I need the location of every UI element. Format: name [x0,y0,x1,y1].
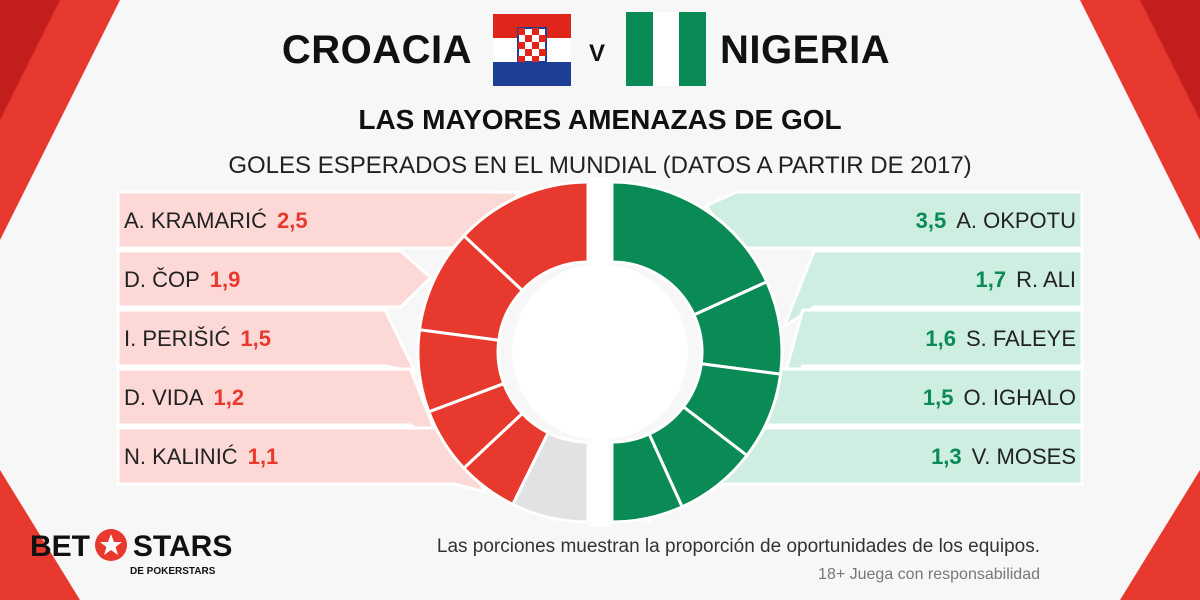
nigeria-player-name-0: A. OKPOTU [956,208,1076,233]
nigeria-flag-icon [626,12,706,86]
nigeria-player-value-3: 1,5 [923,385,954,410]
right-band-1 [780,249,1084,331]
corner-red-dark-top-right [1140,0,1200,120]
nigeria-player-value-2: 1,6 [925,326,956,351]
left-band-4 [116,426,488,495]
croatia-player-value-3: 1,2 [213,385,244,410]
chart-title: LAS MAYORES AMENAZAS DE GOL [358,104,842,135]
betstars-logo: BET STARS DE POKERSTARS [30,528,233,577]
team-left-name: CROACIA [281,28,472,72]
croatia-player-value-2: 1,5 [240,326,271,351]
croatia-player-value-0: 2,5 [277,208,308,233]
croatia-player-name-1: D. ČOP [124,267,200,292]
nigeria-player-value-4: 1,3 [931,444,962,469]
corner-red-bottom-right [1120,470,1200,600]
nigeria-player-value-0: 3,5 [916,208,947,233]
corner-red-bottom-left [0,470,80,600]
croatia-player-value-1: 1,9 [210,267,241,292]
left-band-1 [116,249,433,309]
player-labels: A. KRAMARIĆ 2,5 D. ČOP 1,9 I. PERIŠIĆ 1,5 D. V… [124,208,1076,469]
croatia-player-name-3: D. VIDA [124,385,204,410]
chart-subtitle: GOLES ESPERADOS EN EL MUNDIAL (DATOS A P… [228,152,972,179]
croatia-player-name-4: N. KALINIĆ [124,444,238,469]
nigeria-player-name-1: R. ALI [1016,267,1076,292]
logo-bet-text: BET [30,530,90,563]
logo-subtitle: DE POKERSTARS [130,566,216,577]
donut-split-gap [590,177,610,527]
croatia-flag-icon [493,14,571,86]
nigeria-player-value-1: 1,7 [975,267,1006,292]
donut-slices [416,177,784,527]
croatia-remainder-slice [510,430,590,524]
team-right-name: NIGERIA [720,28,891,72]
croatia-player-name-2: I. PERIŠIĆ [124,326,230,351]
nigeria-player-name-2: S. FALEYE [966,326,1076,351]
corner-red-dark-top-left [0,0,60,120]
logo-stars-text: STARS [132,530,233,563]
versus-label: V [589,40,606,67]
croatia-player-value-4: 1,1 [248,444,279,469]
responsible-gaming-note: 18+ Juega con responsabilidad [818,566,1040,583]
nigeria-player-name-4: V. MOSES [972,444,1076,469]
croatia-player-name-0: A. KRAMARIĆ [124,208,267,233]
footnote: Las porciones muestran la proporción de … [436,536,1040,557]
label-bands [116,190,1084,524]
nigeria-player-name-3: O. IGHALO [964,385,1076,410]
star-logo-icon [95,529,128,561]
